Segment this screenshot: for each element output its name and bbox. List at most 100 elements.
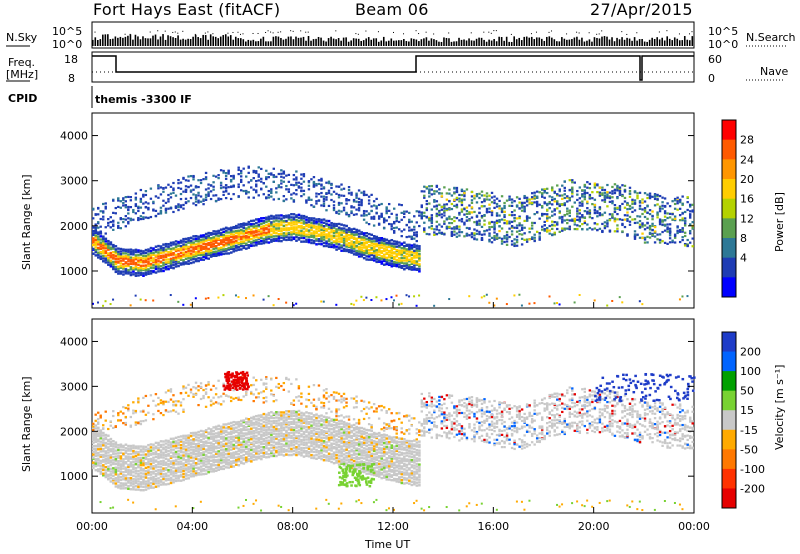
velocity-cell bbox=[192, 459, 195, 462]
power-cell bbox=[473, 221, 476, 224]
velocity-cell bbox=[194, 471, 198, 475]
velocity-cell bbox=[152, 399, 155, 402]
power-cell bbox=[666, 230, 669, 233]
velocity-cell bbox=[222, 423, 226, 426]
velocity-cell bbox=[129, 452, 133, 456]
velocity-cell bbox=[132, 471, 135, 474]
nsearch-dot bbox=[576, 31, 578, 33]
power-cell bbox=[209, 197, 213, 201]
velocity-cell bbox=[114, 443, 118, 446]
velocity-cell bbox=[92, 441, 95, 444]
nsky-tick-top: 10^5 bbox=[52, 25, 83, 38]
power-cell bbox=[189, 256, 193, 260]
velocity-cell bbox=[127, 447, 130, 450]
power-cell bbox=[568, 179, 571, 182]
nsky-bar bbox=[473, 40, 475, 46]
power-cell bbox=[242, 232, 246, 235]
power-cell bbox=[438, 229, 441, 232]
power-cell bbox=[142, 254, 145, 258]
power-cell bbox=[410, 253, 414, 257]
power-cell bbox=[227, 236, 231, 240]
power-cell bbox=[194, 243, 198, 246]
power-cell bbox=[387, 249, 391, 253]
power-cell bbox=[207, 253, 210, 257]
power-cell bbox=[197, 259, 200, 263]
power-cell bbox=[513, 238, 516, 241]
velocity-cell bbox=[232, 435, 236, 438]
power-cell bbox=[282, 195, 286, 198]
power-cell bbox=[520, 206, 524, 209]
power-cell bbox=[182, 190, 185, 193]
power-cell bbox=[395, 226, 398, 229]
power-cell bbox=[553, 208, 556, 211]
nsearch-dot bbox=[237, 31, 239, 33]
power-cell bbox=[465, 219, 469, 222]
power-cell bbox=[177, 178, 180, 182]
power-cell bbox=[144, 190, 148, 193]
nsky-bar bbox=[104, 34, 107, 46]
power-cell bbox=[408, 254, 411, 258]
power-cell bbox=[387, 202, 391, 206]
power-cell bbox=[94, 238, 98, 242]
power-cell bbox=[423, 196, 426, 199]
power-cell bbox=[415, 263, 419, 266]
power-cell bbox=[423, 227, 426, 230]
power-cell bbox=[219, 239, 223, 242]
velocity-cell bbox=[139, 456, 143, 460]
velocity-cell bbox=[227, 425, 231, 429]
power-cell bbox=[295, 231, 298, 234]
power-cell bbox=[403, 268, 406, 271]
power-cell bbox=[157, 248, 160, 251]
velocity-cell bbox=[184, 452, 188, 456]
power-cell bbox=[287, 188, 291, 191]
nsky-bar bbox=[112, 38, 114, 46]
power-cell bbox=[458, 225, 461, 228]
power-cell bbox=[222, 240, 226, 244]
power-cell bbox=[638, 201, 642, 204]
power-cell bbox=[350, 193, 353, 196]
power-cell bbox=[525, 217, 529, 220]
power-cell bbox=[540, 206, 544, 209]
power-cell bbox=[561, 227, 564, 230]
power-cell bbox=[678, 240, 682, 244]
velocity-cell bbox=[104, 437, 108, 441]
velocity-cell bbox=[224, 394, 228, 397]
velocity-cell bbox=[199, 448, 203, 451]
nsky-bar bbox=[490, 40, 493, 46]
velocity-cell bbox=[187, 383, 190, 387]
power-cell bbox=[207, 250, 210, 253]
power-cell bbox=[297, 236, 301, 240]
velocity-cell bbox=[142, 469, 145, 472]
nsky-bar bbox=[676, 38, 679, 46]
power-cell bbox=[398, 253, 401, 256]
power-cell bbox=[553, 197, 556, 201]
velocity-cell bbox=[217, 379, 220, 382]
velocity-cell bbox=[137, 422, 140, 425]
nsky-bar bbox=[199, 38, 202, 46]
power-cell bbox=[400, 253, 404, 256]
velocity-cell bbox=[162, 475, 165, 478]
power-cell bbox=[628, 223, 632, 226]
power-cell bbox=[295, 228, 298, 231]
power-cell bbox=[668, 237, 672, 240]
power-cell bbox=[229, 230, 233, 234]
power-cell bbox=[490, 214, 494, 217]
velocity-cell bbox=[222, 467, 226, 471]
power-cell bbox=[214, 199, 218, 203]
power-cell bbox=[152, 259, 155, 263]
power-cell bbox=[302, 193, 306, 196]
power-cell bbox=[573, 181, 576, 184]
velocity-cell bbox=[124, 478, 128, 482]
nsky-bar bbox=[688, 40, 691, 46]
power-cell bbox=[360, 204, 363, 207]
freq-tick-bottom: 8 bbox=[68, 72, 75, 85]
power-cell bbox=[623, 189, 627, 192]
velocity-cell bbox=[164, 466, 168, 470]
power-cell bbox=[317, 223, 321, 226]
power-cell bbox=[400, 246, 404, 250]
power-cell bbox=[413, 259, 416, 263]
power-cell bbox=[563, 213, 566, 217]
power-cell bbox=[581, 204, 584, 207]
velocity-cell bbox=[97, 411, 100, 414]
velocity-cell bbox=[129, 488, 133, 491]
